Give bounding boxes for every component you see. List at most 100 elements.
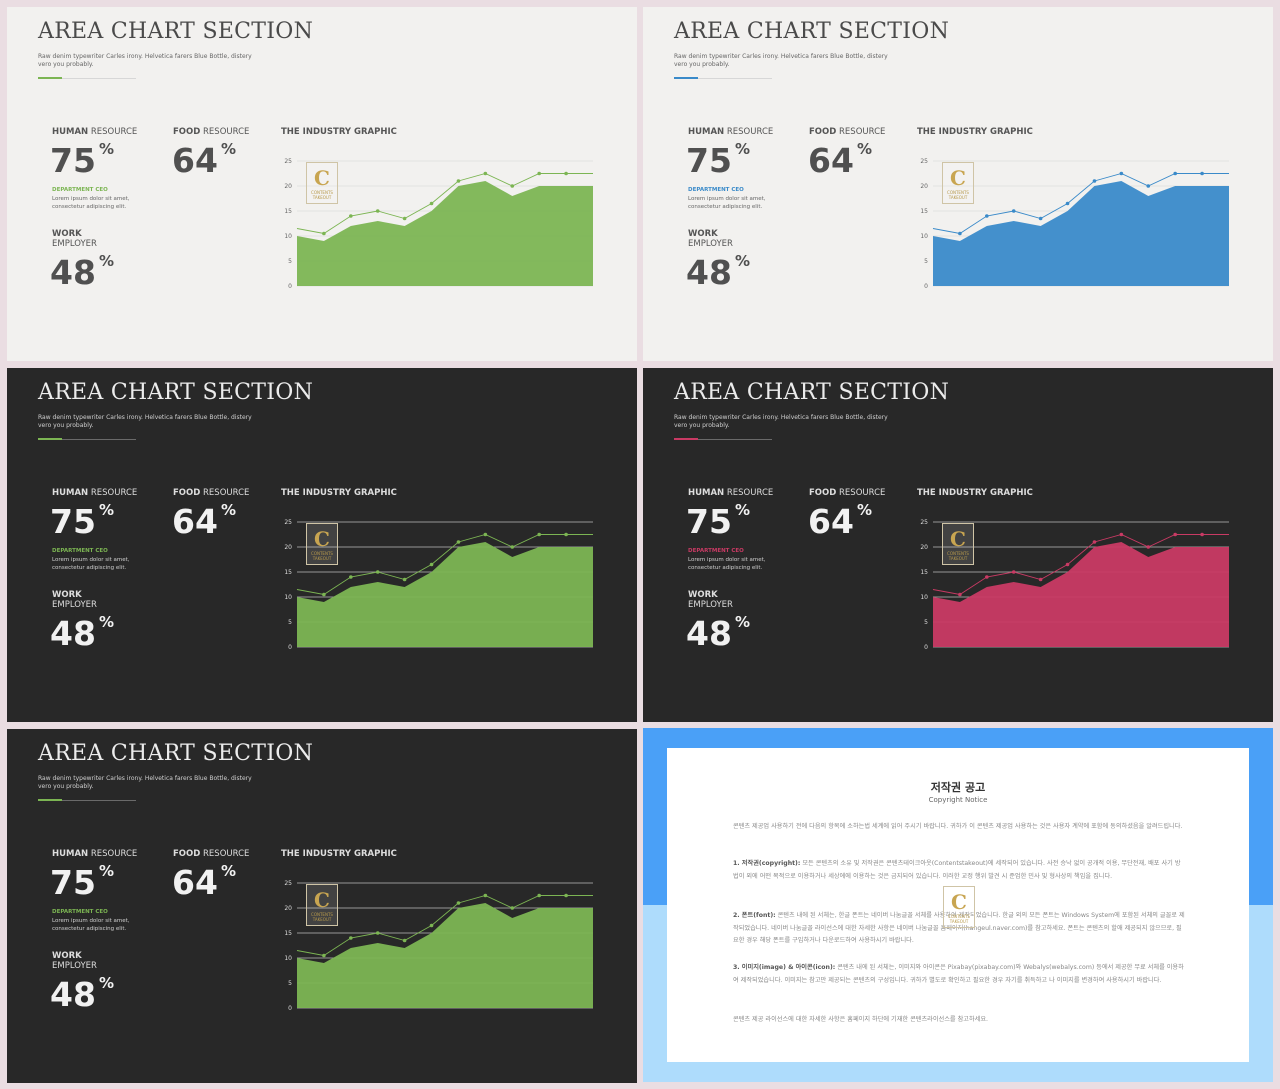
title-divider bbox=[38, 438, 136, 440]
line-point bbox=[375, 931, 380, 935]
area-series bbox=[297, 542, 593, 647]
food-resource-value: 64% bbox=[808, 501, 872, 541]
y-tick-label: 5 bbox=[288, 619, 292, 626]
notice-title: 저작권 공고 bbox=[930, 781, 986, 794]
area-chart-slide-3[interactable]: AREA CHART SECTION Raw denim typewriter C… bbox=[7, 368, 637, 722]
work-employer-value: 48% bbox=[686, 613, 750, 653]
work-employer-label: WORK EMPLOYER bbox=[688, 229, 733, 249]
line-point bbox=[349, 575, 353, 579]
notice-copyright: 1. 저작권(copyright): 모든 콘텐츠의 소유 및 저작권은 콘텐츠… bbox=[733, 860, 1181, 880]
line-point bbox=[349, 214, 353, 218]
notice-intro: 콘텐츠 제공업 사용하기 전에 다음의 항목에 소하는법 세계에 읽어 주시기 … bbox=[733, 823, 1183, 830]
notice-image: 3. 이미지(image) & 아이콘(icon): 콘텐츠 내에 된 서체는,… bbox=[733, 964, 1184, 984]
industry-area-chart: 0 5 10 15 20 25 bbox=[920, 519, 1229, 651]
line-point bbox=[1119, 171, 1124, 176]
contents-logo: C CONTENTS TAKEOUT bbox=[306, 884, 338, 926]
line-point bbox=[1038, 577, 1043, 582]
line-point bbox=[349, 936, 353, 940]
title-divider bbox=[38, 77, 136, 79]
line-point bbox=[1011, 209, 1016, 213]
line-point bbox=[537, 171, 541, 176]
y-tick-label: 15 bbox=[920, 208, 928, 215]
human-resource-label: HUMAN RESOURCE bbox=[52, 127, 138, 137]
area-series bbox=[933, 181, 1229, 286]
line-point bbox=[1200, 171, 1204, 176]
line-point bbox=[510, 545, 515, 549]
title-divider bbox=[674, 438, 772, 440]
food-resource-value: 64% bbox=[172, 501, 236, 541]
industry-graphic-title: THE INDUSTRY GRAPHIC bbox=[281, 488, 397, 498]
y-tick-label: 15 bbox=[284, 569, 292, 576]
line-series bbox=[932, 534, 1229, 595]
slide-title: AREA CHART SECTION bbox=[674, 380, 950, 405]
line-point bbox=[564, 171, 568, 176]
contents-logo: C CONTENTS TAKEOUT bbox=[942, 162, 974, 204]
title-accent bbox=[674, 438, 698, 440]
department-ceo-label: DEPARTMENT CEO bbox=[52, 548, 108, 554]
industry-graphic-title: THE INDUSTRY GRAPHIC bbox=[281, 849, 397, 859]
line-series bbox=[932, 173, 1229, 234]
line-point bbox=[456, 179, 461, 183]
line-point bbox=[322, 953, 326, 958]
title-accent bbox=[38, 77, 62, 79]
line-point bbox=[1038, 216, 1043, 221]
slide-title: AREA CHART SECTION bbox=[38, 19, 314, 44]
line-point bbox=[1065, 562, 1070, 567]
industry-graphic-title: THE INDUSTRY GRAPHIC bbox=[917, 488, 1033, 498]
line-series bbox=[296, 173, 593, 234]
department-description: Lorem ipsum dolor sit amet, consectetur … bbox=[688, 557, 766, 571]
industry-area-chart: 0 5 10 15 20 25 bbox=[284, 519, 593, 651]
line-point bbox=[1173, 171, 1177, 176]
department-ceo-label: DEPARTMENT CEO bbox=[52, 909, 108, 915]
line-point bbox=[429, 201, 434, 206]
copyright-notice-slide[interactable]: 저작권 공고 Copyright Notice 콘텐츠 제공업 사용하기 전에 … bbox=[643, 728, 1273, 1082]
food-resource-label: FOOD RESOURCE bbox=[173, 127, 250, 137]
y-tick-label: 10 bbox=[284, 233, 292, 240]
department-description: Lorem ipsum dolor sit amet, consectetur … bbox=[52, 918, 130, 932]
line-series bbox=[296, 895, 593, 956]
slide-subtitle: Raw denim typewriter Carles irony. Helve… bbox=[674, 414, 888, 429]
area-series bbox=[297, 903, 593, 1008]
y-tick-label: 20 bbox=[284, 544, 292, 551]
area-chart-slide-5[interactable]: AREA CHART SECTION Raw denim typewriter C… bbox=[7, 729, 637, 1083]
contents-logo: C CONTENTS TAKEOUT bbox=[306, 162, 338, 204]
y-tick-label: 0 bbox=[288, 1005, 292, 1012]
work-employer-value: 48% bbox=[50, 613, 114, 653]
area-chart-slide-2[interactable]: AREA CHART SECTION Raw denim typewriter C… bbox=[643, 7, 1273, 361]
y-tick-label: 15 bbox=[284, 930, 292, 937]
human-resource-value: 75% bbox=[50, 501, 114, 541]
slide-subtitle: Raw denim typewriter Carles irony. Helve… bbox=[38, 53, 252, 68]
area-chart-slide-4[interactable]: AREA CHART SECTION Raw denim typewriter C… bbox=[643, 368, 1273, 722]
title-divider bbox=[38, 799, 136, 801]
line-point bbox=[1092, 179, 1097, 183]
line-point bbox=[510, 184, 515, 188]
work-employer-value: 48% bbox=[686, 252, 750, 292]
y-tick-label: 25 bbox=[284, 158, 292, 165]
human-resource-label: HUMAN RESOURCE bbox=[688, 127, 774, 137]
line-point bbox=[537, 893, 541, 898]
line-point bbox=[1119, 532, 1124, 537]
y-tick-label: 15 bbox=[920, 569, 928, 576]
department-ceo-label: DEPARTMENT CEO bbox=[688, 187, 744, 193]
contents-logo: C CONTENTS TAKEOUT bbox=[306, 523, 338, 565]
title-divider bbox=[674, 77, 772, 79]
line-point bbox=[1092, 540, 1097, 544]
line-point bbox=[375, 570, 380, 574]
notice-paper: 저작권 공고 Copyright Notice 콘텐츠 제공업 사용하기 전에 … bbox=[667, 748, 1249, 1062]
line-point bbox=[510, 906, 515, 910]
slide-title: AREA CHART SECTION bbox=[674, 19, 950, 44]
food-resource-label: FOOD RESOURCE bbox=[173, 849, 250, 859]
y-tick-label: 5 bbox=[288, 258, 292, 265]
line-point bbox=[429, 562, 434, 567]
department-ceo-label: DEPARTMENT CEO bbox=[52, 187, 108, 193]
y-tick-label: 25 bbox=[284, 880, 292, 887]
line-point bbox=[958, 231, 962, 236]
line-point bbox=[456, 901, 461, 905]
work-employer-value: 48% bbox=[50, 974, 114, 1014]
y-tick-label: 10 bbox=[284, 955, 292, 962]
title-accent bbox=[38, 438, 62, 440]
area-chart-slide-1[interactable]: AREA CHART SECTION Raw denim typewriter C… bbox=[7, 7, 637, 361]
slide-subtitle: Raw denim typewriter Carles irony. Helve… bbox=[674, 53, 888, 68]
work-employer-label: WORK EMPLOYER bbox=[52, 951, 97, 971]
department-description: Lorem ipsum dolor sit amet, consectetur … bbox=[688, 196, 766, 210]
